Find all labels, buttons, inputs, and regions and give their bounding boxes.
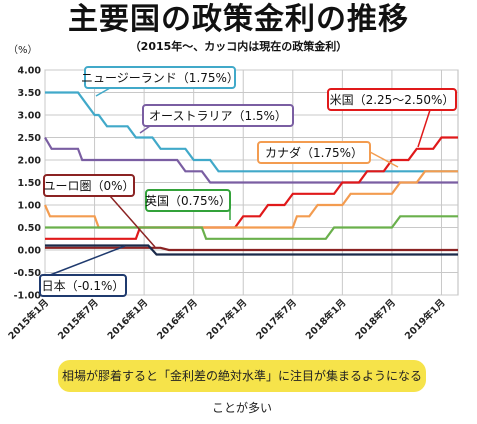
- series-line-0: [45, 91, 458, 173]
- series-line-6: [45, 244, 458, 256]
- y-tick-label: 0.50: [18, 223, 42, 234]
- series-line-1: [44, 136, 458, 184]
- callout-box-0: [84, 66, 236, 89]
- y-tick-label: 2.00: [18, 156, 42, 167]
- series-line-4: [45, 215, 458, 240]
- callout-box-6: [39, 274, 127, 297]
- chart-subtitle: （2015年〜、カッコ内は現在の政策金利）: [129, 40, 348, 53]
- y-axis-unit: （%）: [8, 45, 38, 56]
- series-label-1: オーストラリア（1.5%）: [149, 109, 287, 123]
- callout-leader-3: [369, 151, 399, 168]
- y-tick-label: 1.00: [18, 201, 42, 212]
- y-tick-label: 4.00: [18, 66, 42, 77]
- rate-chart: 4.00 3.50 3.00 2.50 2.00 1.50 1.00 0.50 0.00 -0.5…: [6, 66, 459, 342]
- callout-leader-5: [109, 195, 156, 248]
- callout-leader-6: [49, 245, 126, 276]
- series-label-5: ユーロ圏（0%）: [43, 179, 134, 193]
- series-line-3: [43, 170, 458, 229]
- series-label-4: 英国（0.75%）: [145, 194, 231, 208]
- y-tick-label: 0.00: [18, 246, 42, 257]
- footer-note: 相場が膠着すると「金利差の絶対水準」に注目が集まるようになることが多い: [58, 360, 426, 415]
- x-tick-label: 2015年1月: [6, 297, 51, 342]
- x-tick-label: 2018年7月: [353, 297, 398, 342]
- callout-box-4: [145, 189, 231, 212]
- series-label-6: 日本（-0.1%）: [42, 279, 125, 293]
- y-tick-label: 3.00: [18, 111, 42, 122]
- callout-leader-0: [95, 87, 111, 97]
- x-tick-label: 2017年7月: [254, 297, 299, 342]
- series-label-2: 米国（2.25〜2.50%）: [330, 93, 455, 107]
- x-tick-label: 2018年1月: [303, 297, 348, 342]
- page-title: 主要国の政策金利の推移: [68, 2, 409, 37]
- y-tick-label: 3.50: [18, 88, 42, 99]
- callout-box-2: [327, 88, 457, 111]
- callout-box-1: [142, 104, 294, 127]
- y-tick-label: -1.00: [14, 291, 42, 302]
- x-tick-label: 2016年7月: [155, 297, 200, 342]
- series-label-0: ニュージーランド（1.75%）: [81, 71, 239, 85]
- x-tick-label: 2015年7月: [55, 297, 100, 342]
- series-label-3: カナダ（1.75%）: [265, 145, 363, 160]
- x-tick-label: 2016年1月: [105, 297, 150, 342]
- series-line-5: [45, 246, 458, 252]
- y-tick-label: -0.50: [14, 268, 42, 279]
- callout-box-5: [43, 174, 135, 197]
- callout-leader-2: [417, 109, 431, 148]
- callout-leader-1: [139, 125, 151, 134]
- y-tick-label: 2.50: [18, 133, 42, 144]
- x-tick-label: 2017年1月: [204, 297, 249, 342]
- y-tick-label: 1.50: [18, 178, 42, 189]
- x-tick-label: 2019年1月: [402, 297, 447, 342]
- callout-box-3: [257, 141, 371, 164]
- series-line-2: [45, 136, 458, 240]
